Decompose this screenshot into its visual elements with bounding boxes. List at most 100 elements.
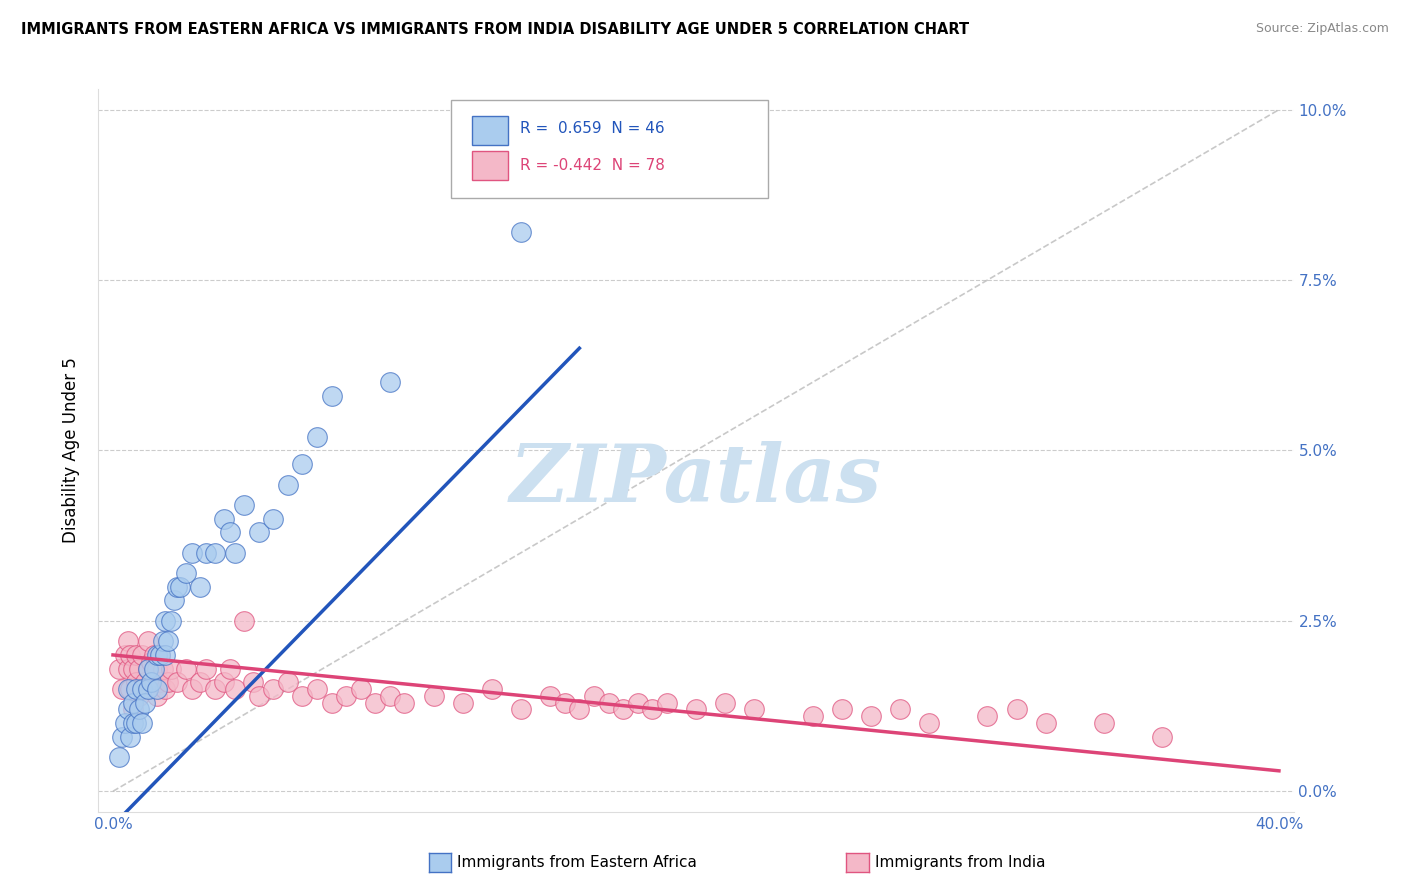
Point	[598, 696, 620, 710]
Point	[136, 662, 159, 676]
Point	[128, 702, 150, 716]
Point	[160, 614, 183, 628]
Point	[136, 662, 159, 676]
Point	[145, 689, 167, 703]
Point	[190, 580, 212, 594]
Point	[120, 648, 142, 662]
Point	[305, 681, 328, 696]
Point	[122, 716, 145, 731]
Point	[655, 696, 678, 710]
Point	[291, 457, 314, 471]
Point	[139, 655, 162, 669]
Point	[120, 681, 142, 696]
Point	[212, 675, 235, 690]
Point	[155, 681, 177, 696]
Point	[152, 662, 174, 676]
Point	[831, 702, 853, 716]
Point	[128, 689, 150, 703]
Point	[364, 696, 387, 710]
Point	[641, 702, 664, 716]
Point	[152, 634, 174, 648]
Point	[160, 662, 183, 676]
Point	[125, 681, 148, 696]
Point	[155, 614, 177, 628]
Point	[195, 546, 218, 560]
Point	[195, 662, 218, 676]
Point	[139, 675, 162, 690]
Point	[568, 702, 591, 716]
Point	[685, 702, 707, 716]
Point	[1092, 716, 1115, 731]
Point	[131, 681, 153, 696]
Point	[136, 634, 159, 648]
Text: R = -0.442  N = 78: R = -0.442 N = 78	[520, 158, 665, 172]
Point	[277, 675, 299, 690]
Point	[131, 716, 153, 731]
Point	[174, 662, 197, 676]
Point	[1152, 730, 1174, 744]
Point	[742, 702, 765, 716]
Point	[134, 696, 156, 710]
Point	[174, 566, 197, 581]
Point	[291, 689, 314, 703]
Point	[180, 546, 202, 560]
Point	[155, 648, 177, 662]
Point	[481, 681, 503, 696]
Point	[714, 696, 737, 710]
Point	[120, 730, 142, 744]
Point	[889, 702, 911, 716]
Point	[149, 648, 172, 662]
Point	[218, 662, 240, 676]
Point	[180, 681, 202, 696]
Point	[157, 675, 180, 690]
Point	[350, 681, 373, 696]
FancyBboxPatch shape	[451, 100, 768, 198]
Point	[305, 430, 328, 444]
Point	[149, 648, 172, 662]
Point	[582, 689, 605, 703]
Point	[378, 376, 401, 390]
Point	[117, 634, 139, 648]
Point	[128, 662, 150, 676]
Point	[114, 648, 136, 662]
Point	[247, 525, 270, 540]
Point	[218, 525, 240, 540]
Point	[321, 696, 343, 710]
Point	[378, 689, 401, 703]
Point	[125, 675, 148, 690]
Point	[111, 730, 134, 744]
Point	[1035, 716, 1057, 731]
Point	[145, 681, 167, 696]
Point	[612, 702, 634, 716]
Text: R =  0.659  N = 46: R = 0.659 N = 46	[520, 121, 665, 136]
FancyBboxPatch shape	[472, 116, 509, 145]
Point	[142, 662, 165, 676]
Text: IMMIGRANTS FROM EASTERN AFRICA VS IMMIGRANTS FROM INDIA DISABILITY AGE UNDER 5 C: IMMIGRANTS FROM EASTERN AFRICA VS IMMIGR…	[21, 22, 969, 37]
Point	[212, 511, 235, 525]
Point	[538, 689, 561, 703]
Point	[139, 681, 162, 696]
Point	[125, 716, 148, 731]
Point	[122, 696, 145, 710]
Point	[122, 702, 145, 716]
Point	[145, 648, 167, 662]
Point	[335, 689, 357, 703]
Point	[262, 681, 284, 696]
Point	[142, 648, 165, 662]
Point	[142, 675, 165, 690]
Text: ZIPatlas: ZIPatlas	[510, 441, 882, 518]
Point	[131, 681, 153, 696]
Point	[262, 511, 284, 525]
Point	[554, 696, 576, 710]
FancyBboxPatch shape	[472, 151, 509, 179]
Point	[422, 689, 444, 703]
Point	[157, 634, 180, 648]
Point	[918, 716, 941, 731]
Point	[510, 225, 533, 239]
Point	[627, 696, 650, 710]
Point	[451, 696, 474, 710]
Point	[394, 696, 416, 710]
Point	[125, 648, 148, 662]
Point	[233, 614, 256, 628]
Point	[166, 675, 188, 690]
